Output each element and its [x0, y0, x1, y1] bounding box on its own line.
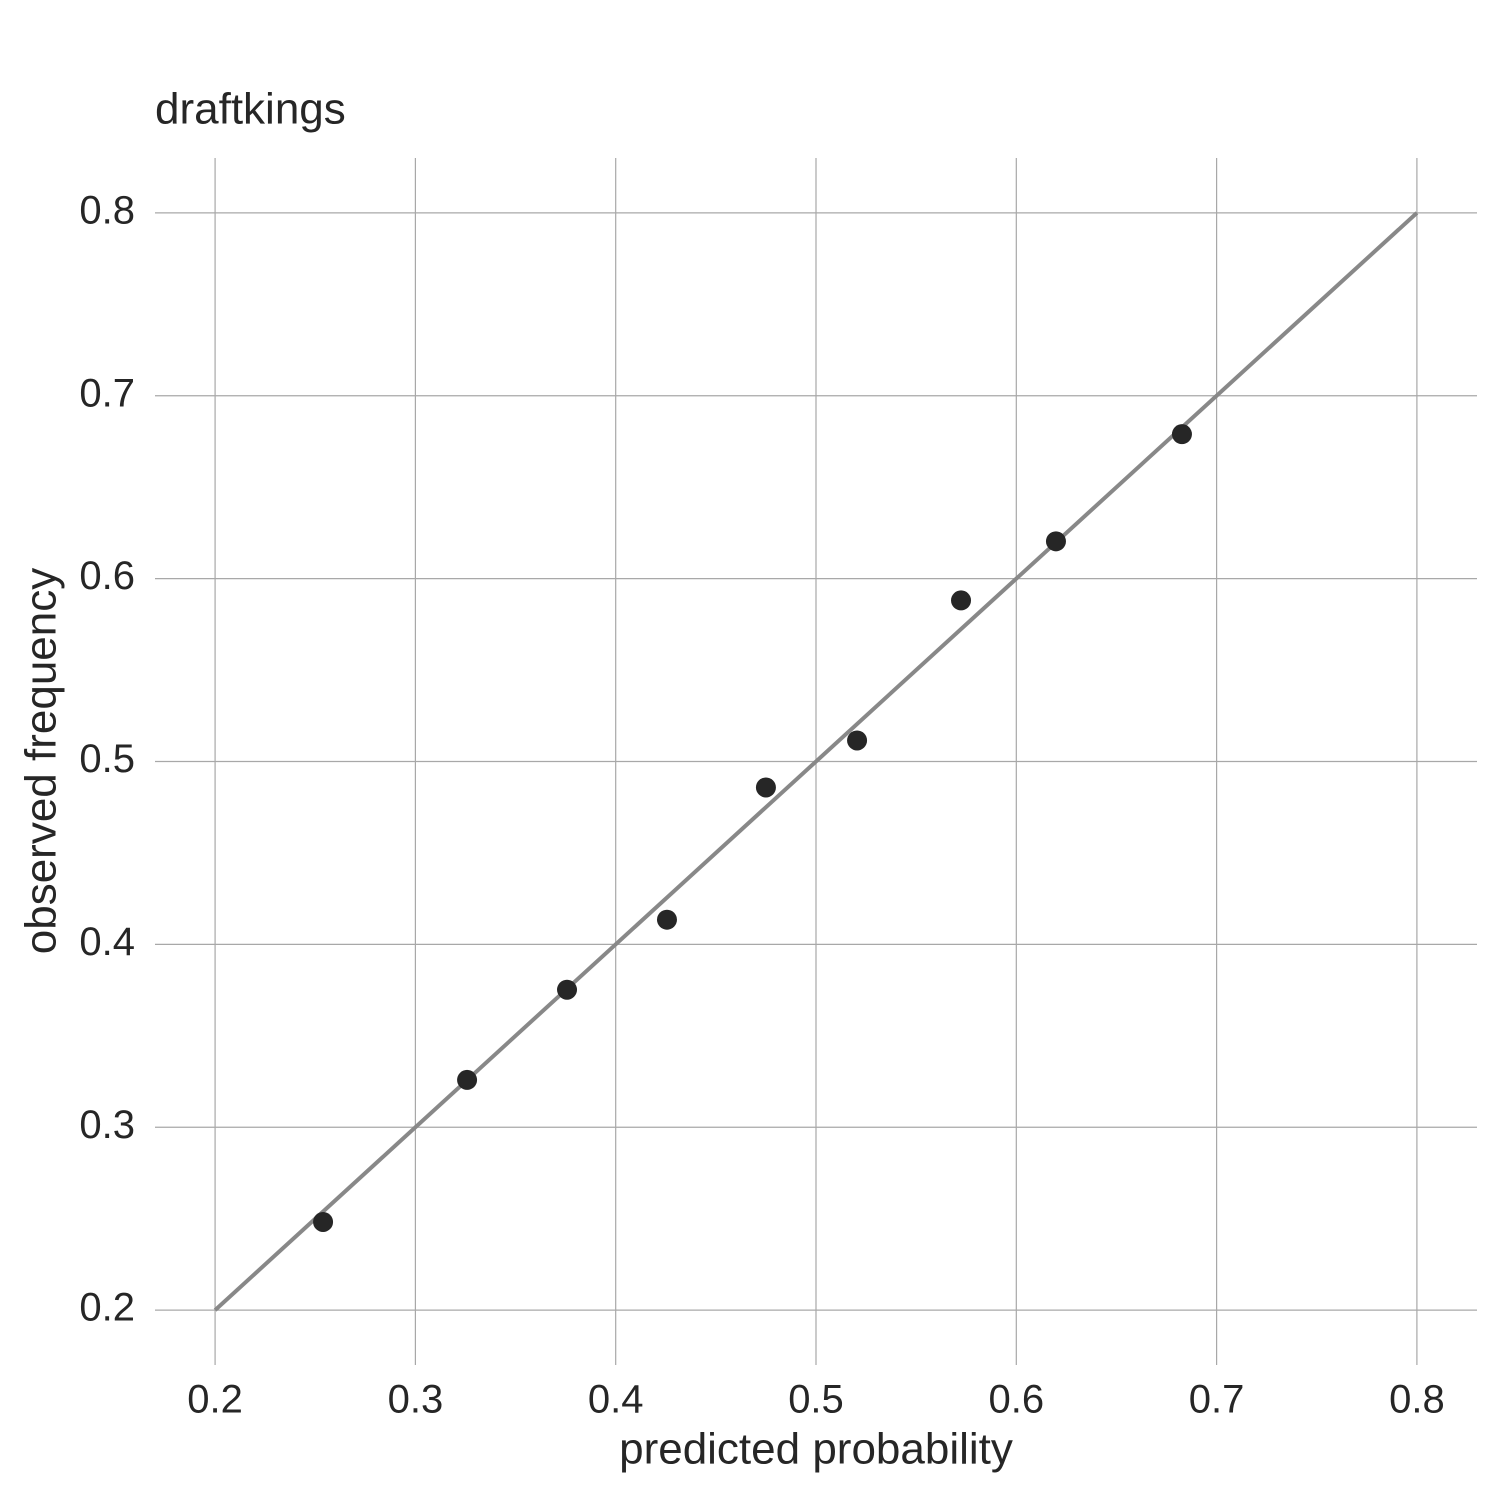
- y-tick-label: 0.4: [79, 920, 135, 964]
- x-axis-label: predicted probability: [619, 1425, 1013, 1474]
- point: [313, 1211, 334, 1232]
- y-tick-label: 0.8: [79, 188, 135, 232]
- x-tick-label: 0.5: [788, 1378, 844, 1422]
- chart-title: draftkings: [155, 85, 346, 134]
- point: [755, 777, 776, 798]
- reference-line: [213, 211, 1419, 1312]
- y-tick-label: 0.5: [79, 737, 135, 781]
- x-tick-label: 0.7: [1189, 1378, 1245, 1422]
- x-tick-label: 0.8: [1389, 1378, 1445, 1422]
- x-tick-label: 0.6: [988, 1378, 1044, 1422]
- point: [1045, 531, 1066, 552]
- point: [1171, 424, 1192, 445]
- y-tick-label: 0.7: [79, 371, 135, 415]
- point: [951, 590, 972, 611]
- point: [656, 909, 677, 930]
- x-tick-label: 0.4: [588, 1378, 644, 1422]
- y-tick-label: 0.6: [79, 554, 135, 598]
- x-tick-label: 0.3: [388, 1378, 444, 1422]
- y-tick-label: 0.3: [79, 1103, 135, 1147]
- point: [847, 730, 868, 751]
- point: [557, 979, 578, 1000]
- x-tick-label: 0.2: [187, 1378, 243, 1422]
- point: [457, 1069, 478, 1090]
- y-axis-label: observed frequency: [17, 568, 66, 954]
- y-tick-label: 0.2: [79, 1286, 135, 1330]
